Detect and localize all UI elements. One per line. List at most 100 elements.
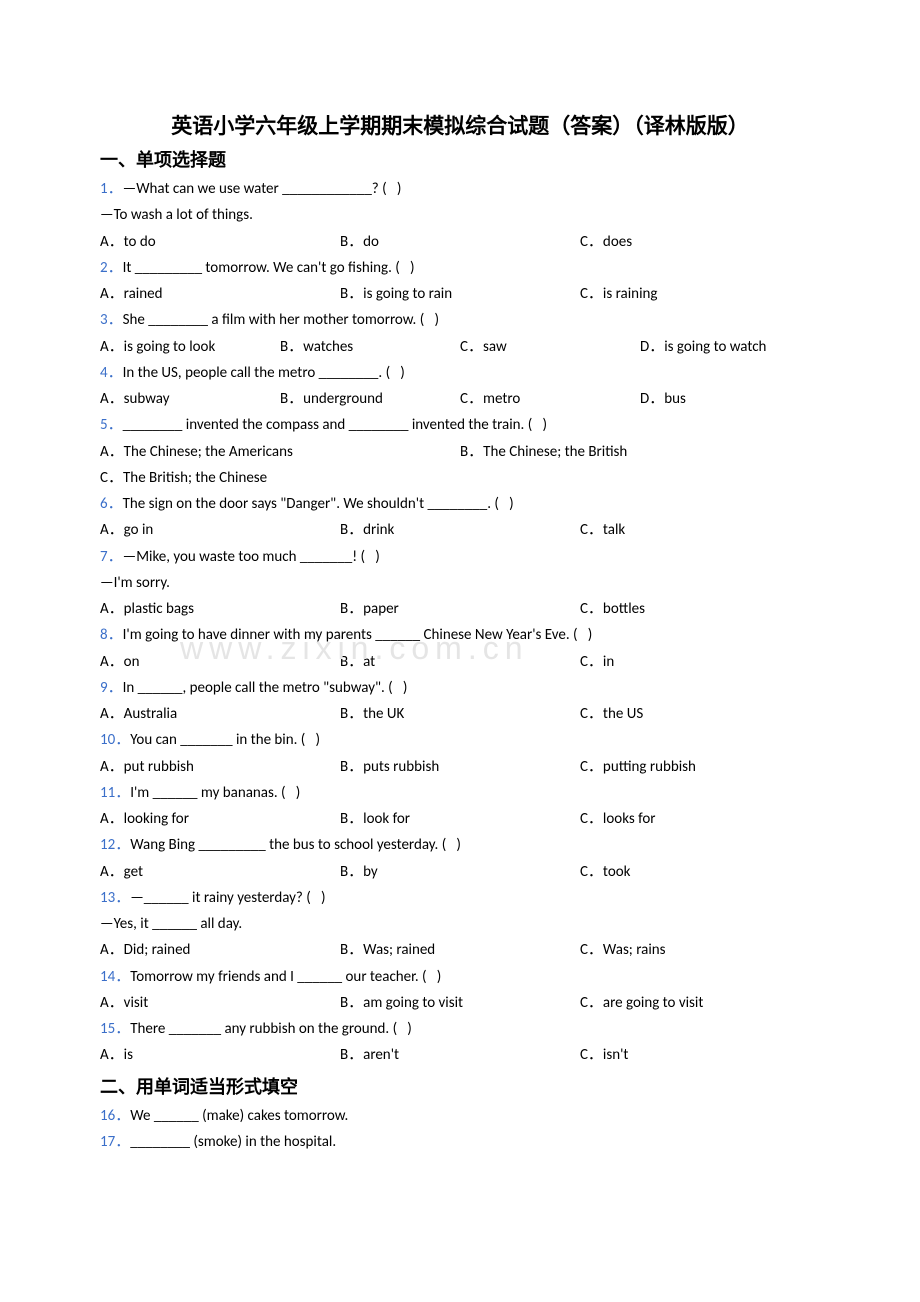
question-text: —What can we use water ____________? ( ) xyxy=(123,180,402,198)
question-15-options: A．is B．aren't C．isn't xyxy=(100,1042,820,1068)
question-number: 8． xyxy=(100,626,123,644)
option-a: A．visit xyxy=(100,990,340,1016)
question-number: 14． xyxy=(100,968,130,986)
question-number: 11． xyxy=(100,784,130,802)
question-number: 9． xyxy=(100,679,123,697)
option-b: B．the UK xyxy=(340,701,580,727)
question-12: 12．Wang Bing _________ the bus to school… xyxy=(100,832,820,858)
option-c: C．looks for xyxy=(580,806,820,832)
question-number: 15． xyxy=(100,1020,130,1038)
section-2-header: 二、用单词适当形式填空 xyxy=(100,1073,820,1099)
question-4: 4．In the US, people call the metro _____… xyxy=(100,360,820,386)
question-11: 11．I'm ______ my bananas. ( ) xyxy=(100,780,820,806)
question-13: 13．—______ it rainy yesterday? ( ) xyxy=(100,885,820,911)
option-c: C．talk xyxy=(580,517,820,543)
question-number: 10． xyxy=(100,731,130,749)
question-10-options: A．put rubbish B．puts rubbish C．putting r… xyxy=(100,754,820,780)
question-5-options-row1: A．The Chinese; the Americans B．The Chine… xyxy=(100,439,820,465)
question-text: —Mike, you waste too much _______! ( ) xyxy=(123,548,380,566)
option-a: A．get xyxy=(100,859,340,885)
option-a: A．plastic bags xyxy=(100,596,340,622)
question-number: 13． xyxy=(100,889,130,907)
question-8-options: A．on B．at C．in xyxy=(100,649,820,675)
option-d: D．bus xyxy=(640,386,820,412)
option-c: C．the US xyxy=(580,701,820,727)
option-a: A．The Chinese; the Americans xyxy=(100,439,460,465)
option-a: A．is xyxy=(100,1042,340,1068)
option-a: A．put rubbish xyxy=(100,754,340,780)
question-text: Wang Bing _________ the bus to school ye… xyxy=(130,836,461,854)
question-number: 5． xyxy=(100,416,123,434)
question-text: She ________ a film with her mother tomo… xyxy=(123,311,439,329)
option-a: A．Australia xyxy=(100,701,340,727)
option-b: B．is going to rain xyxy=(340,281,580,307)
question-13-continuation: —Yes, it ______ all day. xyxy=(100,911,820,937)
option-a: A．is going to look xyxy=(100,334,280,360)
question-7: 7．—Mike, you waste too much _______! ( ) xyxy=(100,544,820,570)
question-number: 17． xyxy=(100,1133,130,1151)
question-text: —______ it rainy yesterday? ( ) xyxy=(130,889,325,907)
option-c: C．The British; the Chinese xyxy=(100,465,820,491)
question-3-options: A．is going to look B．watches C．saw D．is … xyxy=(100,334,820,360)
question-text: The sign on the door says "Danger". We s… xyxy=(123,495,514,513)
question-17: 17．________ (smoke) in the hospital. xyxy=(100,1129,820,1155)
option-b: B．puts rubbish xyxy=(340,754,580,780)
question-number: 4． xyxy=(100,364,123,382)
option-b: B．aren't xyxy=(340,1042,580,1068)
question-6-options: A．go in B．drink C．talk xyxy=(100,517,820,543)
question-number: 2． xyxy=(100,259,123,277)
question-9: 9．In ______, people call the metro "subw… xyxy=(100,675,820,701)
question-text: We ______ (make) cakes tomorrow. xyxy=(130,1107,348,1125)
page: 英语小学六年级上学期期末模拟综合试题（答案）（译林版版） 一、单项选择题 1．—… xyxy=(0,0,920,1215)
option-a: A．subway xyxy=(100,386,280,412)
question-5-options-row2: C．The British; the Chinese xyxy=(100,465,820,491)
option-a: A．on xyxy=(100,649,340,675)
question-9-options: A．Australia B．the UK C．the US xyxy=(100,701,820,727)
option-c: C．metro xyxy=(460,386,640,412)
question-2-options: A．rained B．is going to rain C．is raining xyxy=(100,281,820,307)
question-8: www.zixin.com.cn 8．I'm going to have din… xyxy=(100,622,820,648)
question-11-options: A．looking for B．look for C．looks for xyxy=(100,806,820,832)
option-a: A．Did; rained xyxy=(100,937,340,963)
question-text: You can _______ in the bin. ( ) xyxy=(130,731,320,749)
option-b: B．am going to visit xyxy=(340,990,580,1016)
question-text: There _______ any rubbish on the ground.… xyxy=(130,1020,412,1038)
option-c: C．Was; rains xyxy=(580,937,820,963)
question-7-options: A．plastic bags B．paper C．bottles xyxy=(100,596,820,622)
question-text: In ______, people call the metro "subway… xyxy=(123,679,408,697)
question-1-options: A．to do B．do C．does xyxy=(100,229,820,255)
question-6: 6．The sign on the door says "Danger". We… xyxy=(100,491,820,517)
question-text: Tomorrow my friends and I ______ our tea… xyxy=(130,968,441,986)
option-a: A．rained xyxy=(100,281,340,307)
question-3: 3．She ________ a film with her mother to… xyxy=(100,307,820,333)
question-number: 3． xyxy=(100,311,123,329)
option-b: B．watches xyxy=(280,334,460,360)
option-b: B．by xyxy=(340,859,580,885)
option-c: C．putting rubbish xyxy=(580,754,820,780)
option-a: A．go in xyxy=(100,517,340,543)
question-text: ________ invented the compass and ______… xyxy=(123,416,547,434)
option-c: C．bottles xyxy=(580,596,820,622)
document-title: 英语小学六年级上学期期末模拟综合试题（答案）（译林版版） xyxy=(100,110,820,140)
question-1-continuation: —To wash a lot of things. xyxy=(100,202,820,228)
option-c: C．took xyxy=(580,859,820,885)
question-text: I'm going to have dinner with my parents… xyxy=(123,626,593,644)
option-c: C．does xyxy=(580,229,820,255)
option-a: A．looking for xyxy=(100,806,340,832)
option-b: B．look for xyxy=(340,806,580,832)
section-1-header: 一、单项选择题 xyxy=(100,146,820,172)
question-number: 6． xyxy=(100,495,123,513)
question-number: 16． xyxy=(100,1107,130,1125)
option-c: C．are going to visit xyxy=(580,990,820,1016)
question-text: ________ (smoke) in the hospital. xyxy=(130,1133,336,1151)
option-c: C．in xyxy=(580,649,820,675)
option-b: B．Was; rained xyxy=(340,937,580,963)
question-10: 10．You can _______ in the bin. ( ) xyxy=(100,727,820,753)
question-text: It _________ tomorrow. We can't go fishi… xyxy=(123,259,415,277)
question-16: 16．We ______ (make) cakes tomorrow. xyxy=(100,1103,820,1129)
question-5: 5．________ invented the compass and ____… xyxy=(100,412,820,438)
question-12-options: A．get B．by C．took xyxy=(100,859,820,885)
question-4-options: A．subway B．underground C．metro D．bus xyxy=(100,386,820,412)
question-text: In the US, people call the metro _______… xyxy=(123,364,405,382)
question-14-options: A．visit B．am going to visit C．are going … xyxy=(100,990,820,1016)
